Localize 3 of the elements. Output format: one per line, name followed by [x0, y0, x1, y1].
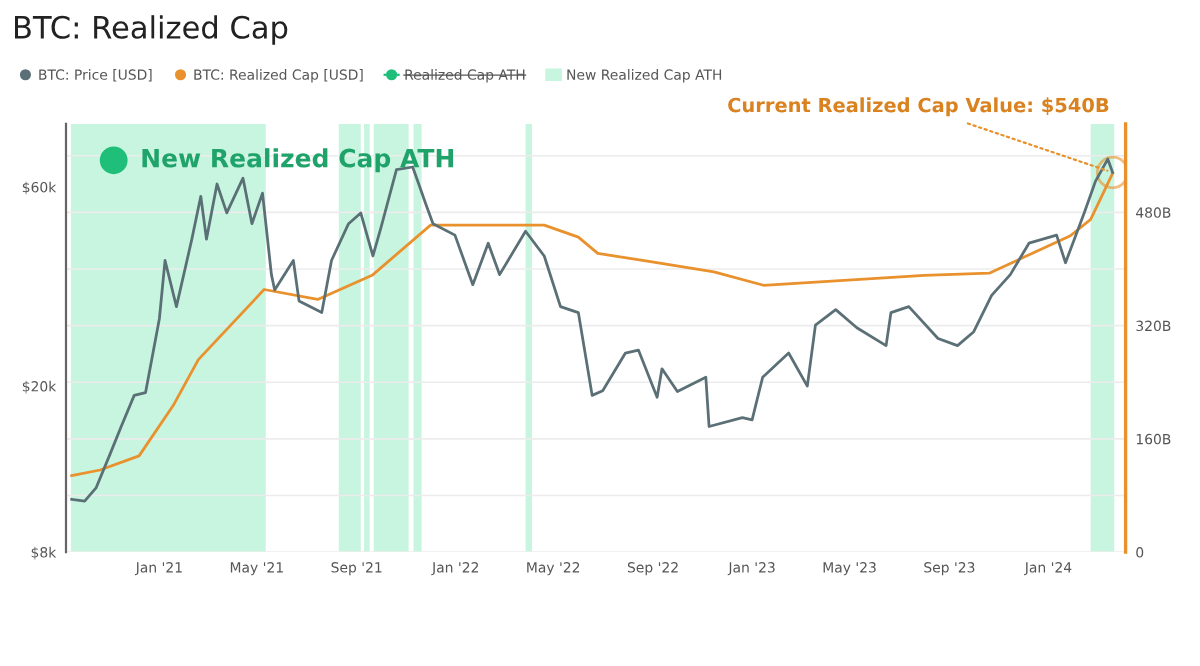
- annotation: New Realized Cap ATH: [142, 148, 454, 173]
- chart-title: BTC: Realized Cap: [15, 15, 288, 45]
- annotation: Current Realized Cap Value: $540B: [728, 97, 1109, 117]
